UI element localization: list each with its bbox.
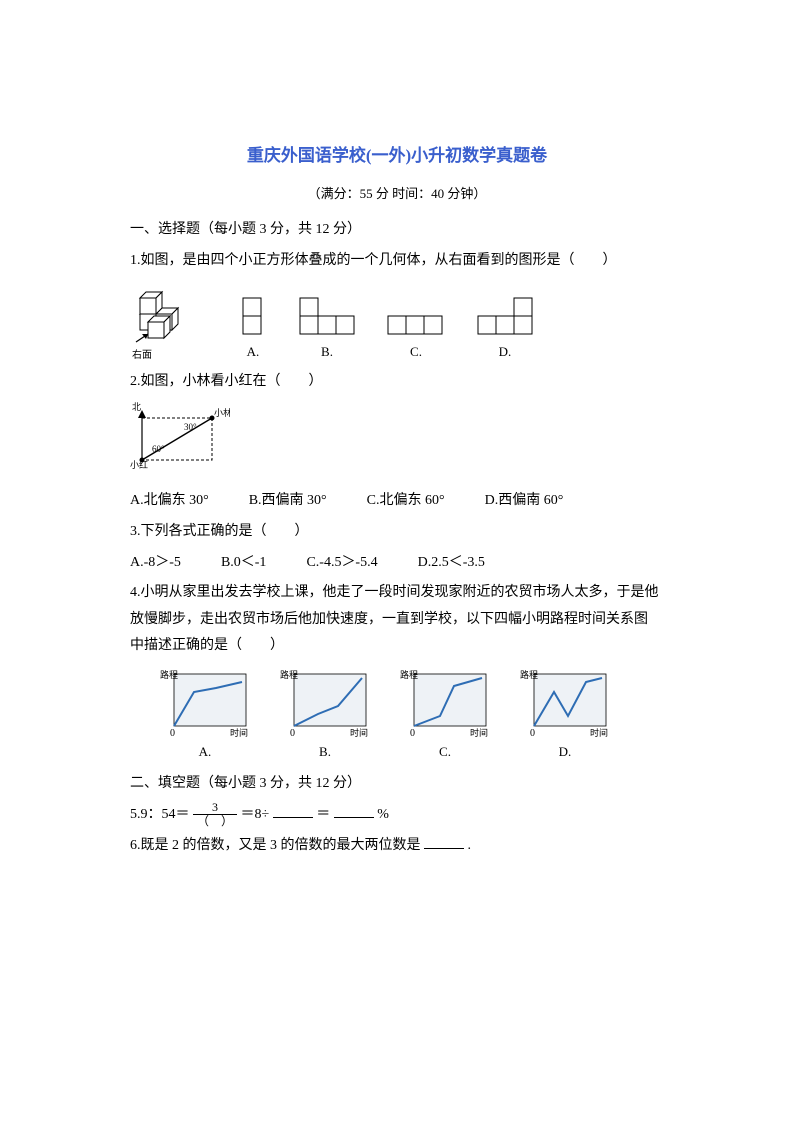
q2-opt-b: B.西偏南 30° bbox=[249, 488, 327, 515]
q4-graph-a: 路程 时间 0 bbox=[160, 668, 250, 738]
q1-option-a: A. bbox=[238, 296, 268, 365]
q4-line2: 放慢脚步，走出农贸市场后他加快速度，一直到学校，以下四幅小明路程时间关系图 bbox=[130, 607, 664, 634]
q3-opt-a: A.-8＞-5 bbox=[130, 550, 181, 577]
q2-options: A.北偏东 30° B.西偏南 30° C.北偏东 60° D.西偏南 60° bbox=[130, 488, 664, 515]
q1-solid-figure: 右面 bbox=[130, 282, 208, 365]
q4-labels: A. B. C. D. bbox=[160, 740, 664, 765]
q1-option-c: C. bbox=[386, 296, 446, 365]
q5-blank1 bbox=[273, 804, 313, 818]
q4-graph-c: 路程 时间 0 bbox=[400, 668, 490, 738]
svg-text:路程: 路程 bbox=[160, 669, 178, 680]
section-2-head: 二、填空题（每小题 3 分，共 12 分） bbox=[130, 771, 664, 798]
q2-opt-a: A.北偏东 30° bbox=[130, 488, 209, 515]
svg-text:0: 0 bbox=[530, 728, 535, 738]
svg-text:时间: 时间 bbox=[230, 727, 248, 738]
q1-label-c: C. bbox=[386, 340, 446, 365]
q2-opt-d: D.西偏南 60° bbox=[485, 488, 564, 515]
q1-label-d: D. bbox=[476, 340, 534, 365]
q1-option-d: D. bbox=[476, 296, 534, 365]
svg-text:路程: 路程 bbox=[520, 669, 538, 680]
svg-text:0: 0 bbox=[170, 728, 175, 738]
q4-label-d: D. bbox=[520, 740, 610, 765]
svg-text:0: 0 bbox=[290, 728, 295, 738]
q2-a30: 30° bbox=[184, 422, 197, 432]
q1-arrow-label: 右面 bbox=[132, 346, 208, 365]
q2-a60: 60° bbox=[152, 444, 165, 454]
q5-d: % bbox=[377, 807, 389, 822]
q4-label-a: A. bbox=[160, 740, 250, 765]
q4-label-c: C. bbox=[400, 740, 490, 765]
q5-fraction: 3 （ ） bbox=[193, 801, 237, 828]
q4-graph-d: 路程 时间 0 bbox=[520, 668, 610, 738]
q2-north: 北 bbox=[132, 402, 141, 412]
q5-num: 3 bbox=[193, 801, 237, 815]
q5-a: 5.9：54＝ bbox=[130, 807, 190, 822]
q1-option-b: B. bbox=[298, 296, 356, 365]
q1-label-b: B. bbox=[298, 340, 356, 365]
svg-text:路程: 路程 bbox=[400, 669, 418, 680]
q3-opt-b: B.0＜-1 bbox=[221, 550, 267, 577]
page-subtitle: （满分：55 分 时间：40 分钟） bbox=[130, 182, 664, 207]
q3-opt-c: C.-4.5＞-5.4 bbox=[306, 550, 377, 577]
q1-text: 1.如图，是由四个小正方形体叠成的一个几何体，从右面看到的图形是（ ） bbox=[130, 248, 664, 275]
q2-figure: 北 小林 小红 30° 60° bbox=[130, 400, 230, 470]
svg-text:路程: 路程 bbox=[280, 669, 298, 680]
q2-hong: 小红 bbox=[130, 459, 148, 470]
svg-text:时间: 时间 bbox=[590, 727, 608, 738]
q3-opt-d: D.2.5＜-3.5 bbox=[418, 550, 485, 577]
q5-b: ＝8÷ bbox=[241, 807, 270, 822]
q6: 6.既是 2 的倍数，又是 3 的倍数的最大两位数是 . bbox=[130, 833, 664, 860]
q1-label-a: A. bbox=[238, 340, 268, 365]
q5: 5.9：54＝ 3 （ ） ＝8÷ ＝ % bbox=[130, 801, 664, 829]
section-1-head: 一、选择题（每小题 3 分，共 12 分） bbox=[130, 217, 664, 244]
page-title: 重庆外国语学校(一外)小升初数学真题卷 bbox=[130, 140, 664, 172]
q5-den: （ ） bbox=[193, 815, 237, 828]
q4-graph-b: 路程 时间 0 bbox=[280, 668, 370, 738]
svg-text:时间: 时间 bbox=[350, 727, 368, 738]
q6-text: 6.既是 2 的倍数，又是 3 的倍数的最大两位数是 bbox=[130, 838, 421, 853]
q1-figures: 右面 A. B. C. D. bbox=[130, 282, 664, 365]
svg-text:时间: 时间 bbox=[470, 727, 488, 738]
q5-blank2 bbox=[334, 804, 374, 818]
q2-text: 2.如图，小林看小红在（ ） bbox=[130, 369, 664, 396]
q4-graphs: 路程 时间 0 路程 时间 0 路程 时间 0 路程 时间 0 bbox=[160, 668, 664, 738]
q2-opt-c: C.北偏东 60° bbox=[367, 488, 445, 515]
q4-line1: 4.小明从家里出发去学校上课，他走了一段时间发现家附近的农贸市场人太多，于是他 bbox=[130, 580, 664, 607]
q5-c: ＝ bbox=[316, 807, 330, 822]
q2-lin: 小林 bbox=[214, 407, 230, 418]
q6-blank bbox=[424, 835, 464, 849]
q4-label-b: B. bbox=[280, 740, 370, 765]
svg-text:0: 0 bbox=[410, 728, 415, 738]
q3-text: 3.下列各式正确的是（ ） bbox=[130, 519, 664, 546]
q6-end: . bbox=[468, 838, 472, 853]
q4-line3: 中描述正确的是（ ） bbox=[130, 633, 664, 660]
q3-options: A.-8＞-5 B.0＜-1 C.-4.5＞-5.4 D.2.5＜-3.5 bbox=[130, 550, 664, 577]
